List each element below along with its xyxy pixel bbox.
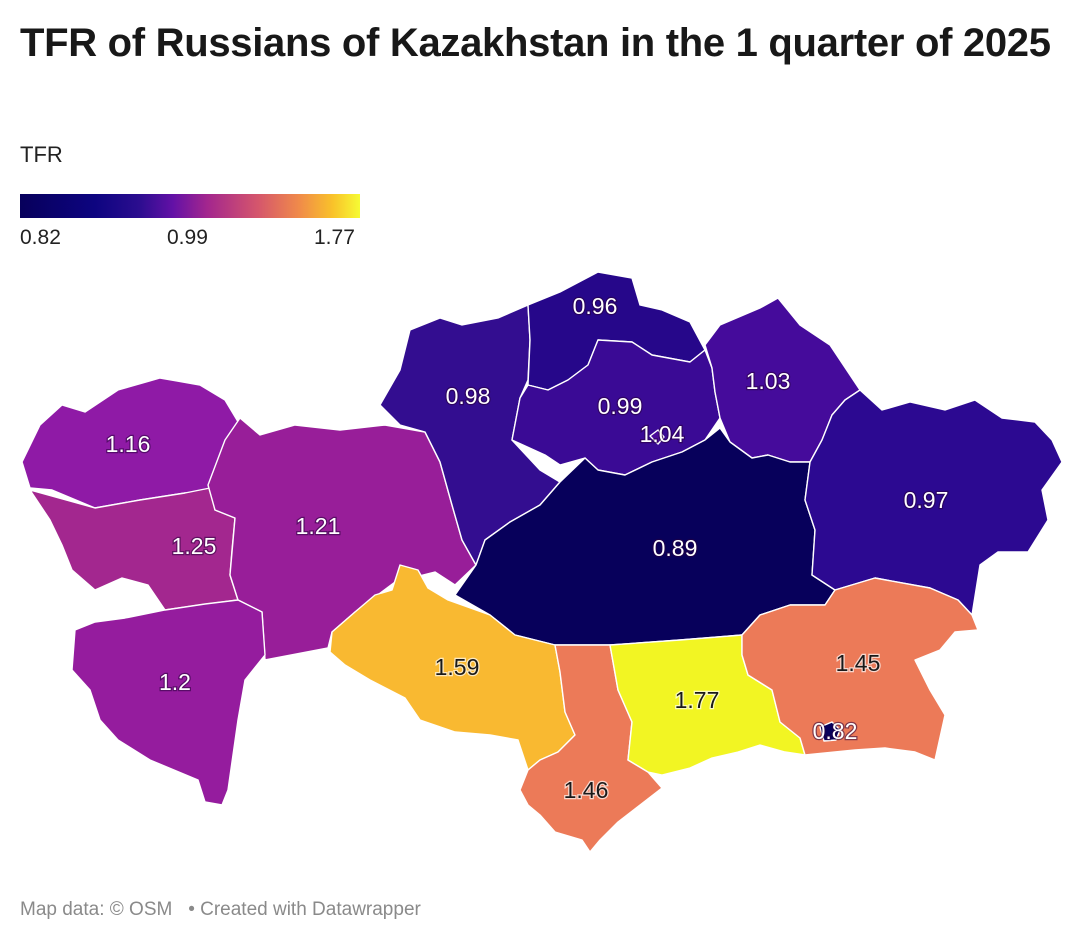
region-astana-city[interactable] xyxy=(649,429,665,445)
legend-title: TFR xyxy=(20,142,63,167)
label-kyzylorda: 1.59 xyxy=(435,654,480,680)
label-almaty-city: 0.82 xyxy=(813,718,858,744)
map-data-source: Map data: © OSM xyxy=(20,899,173,920)
label-west-kazakhstan: 1.16 xyxy=(106,431,151,457)
created-with-credit[interactable]: • Created with Datawrapper xyxy=(188,899,421,920)
footer: Map data: © OSM • Created with Datawrapp… xyxy=(20,899,421,921)
region-east-kazakhstan[interactable] xyxy=(804,389,1063,616)
chart-title: TFR of Russians of Kazakhstan in the 1 q… xyxy=(20,21,1051,65)
label-astana-city: 1.04 xyxy=(640,421,685,447)
label-kostanay: 0.98 xyxy=(446,383,491,409)
label-aktobe: 1.21 xyxy=(296,513,341,539)
label-pavlodar: 1.03 xyxy=(746,368,791,394)
label-turkistan: 1.46 xyxy=(564,777,609,803)
region-almaty[interactable] xyxy=(741,577,979,761)
label-north-kazakhstan: 0.96 xyxy=(573,293,618,319)
label-mangystau: 1.2 xyxy=(159,669,191,695)
legend-mid-label: 0.99 xyxy=(167,226,208,249)
label-atyrau: 1.25 xyxy=(172,533,217,559)
region-almaty-city[interactable] xyxy=(819,721,841,742)
legend-color-scale xyxy=(20,194,360,218)
region-mangystau[interactable] xyxy=(71,599,266,806)
label-karaganda: 0.89 xyxy=(653,535,698,561)
kazakhstan-map: 1.16 1.25 1.21 1.2 0.98 0.96 0.99 1.04 1… xyxy=(21,271,1063,853)
label-zhambyl: 1.77 xyxy=(675,687,720,713)
legend-max-label: 1.77 xyxy=(314,226,355,249)
label-akmola: 0.99 xyxy=(598,393,643,419)
legend-min-label: 0.82 xyxy=(20,226,61,249)
label-east-kazakhstan: 0.97 xyxy=(904,487,949,513)
label-almaty: 1.45 xyxy=(836,650,881,676)
